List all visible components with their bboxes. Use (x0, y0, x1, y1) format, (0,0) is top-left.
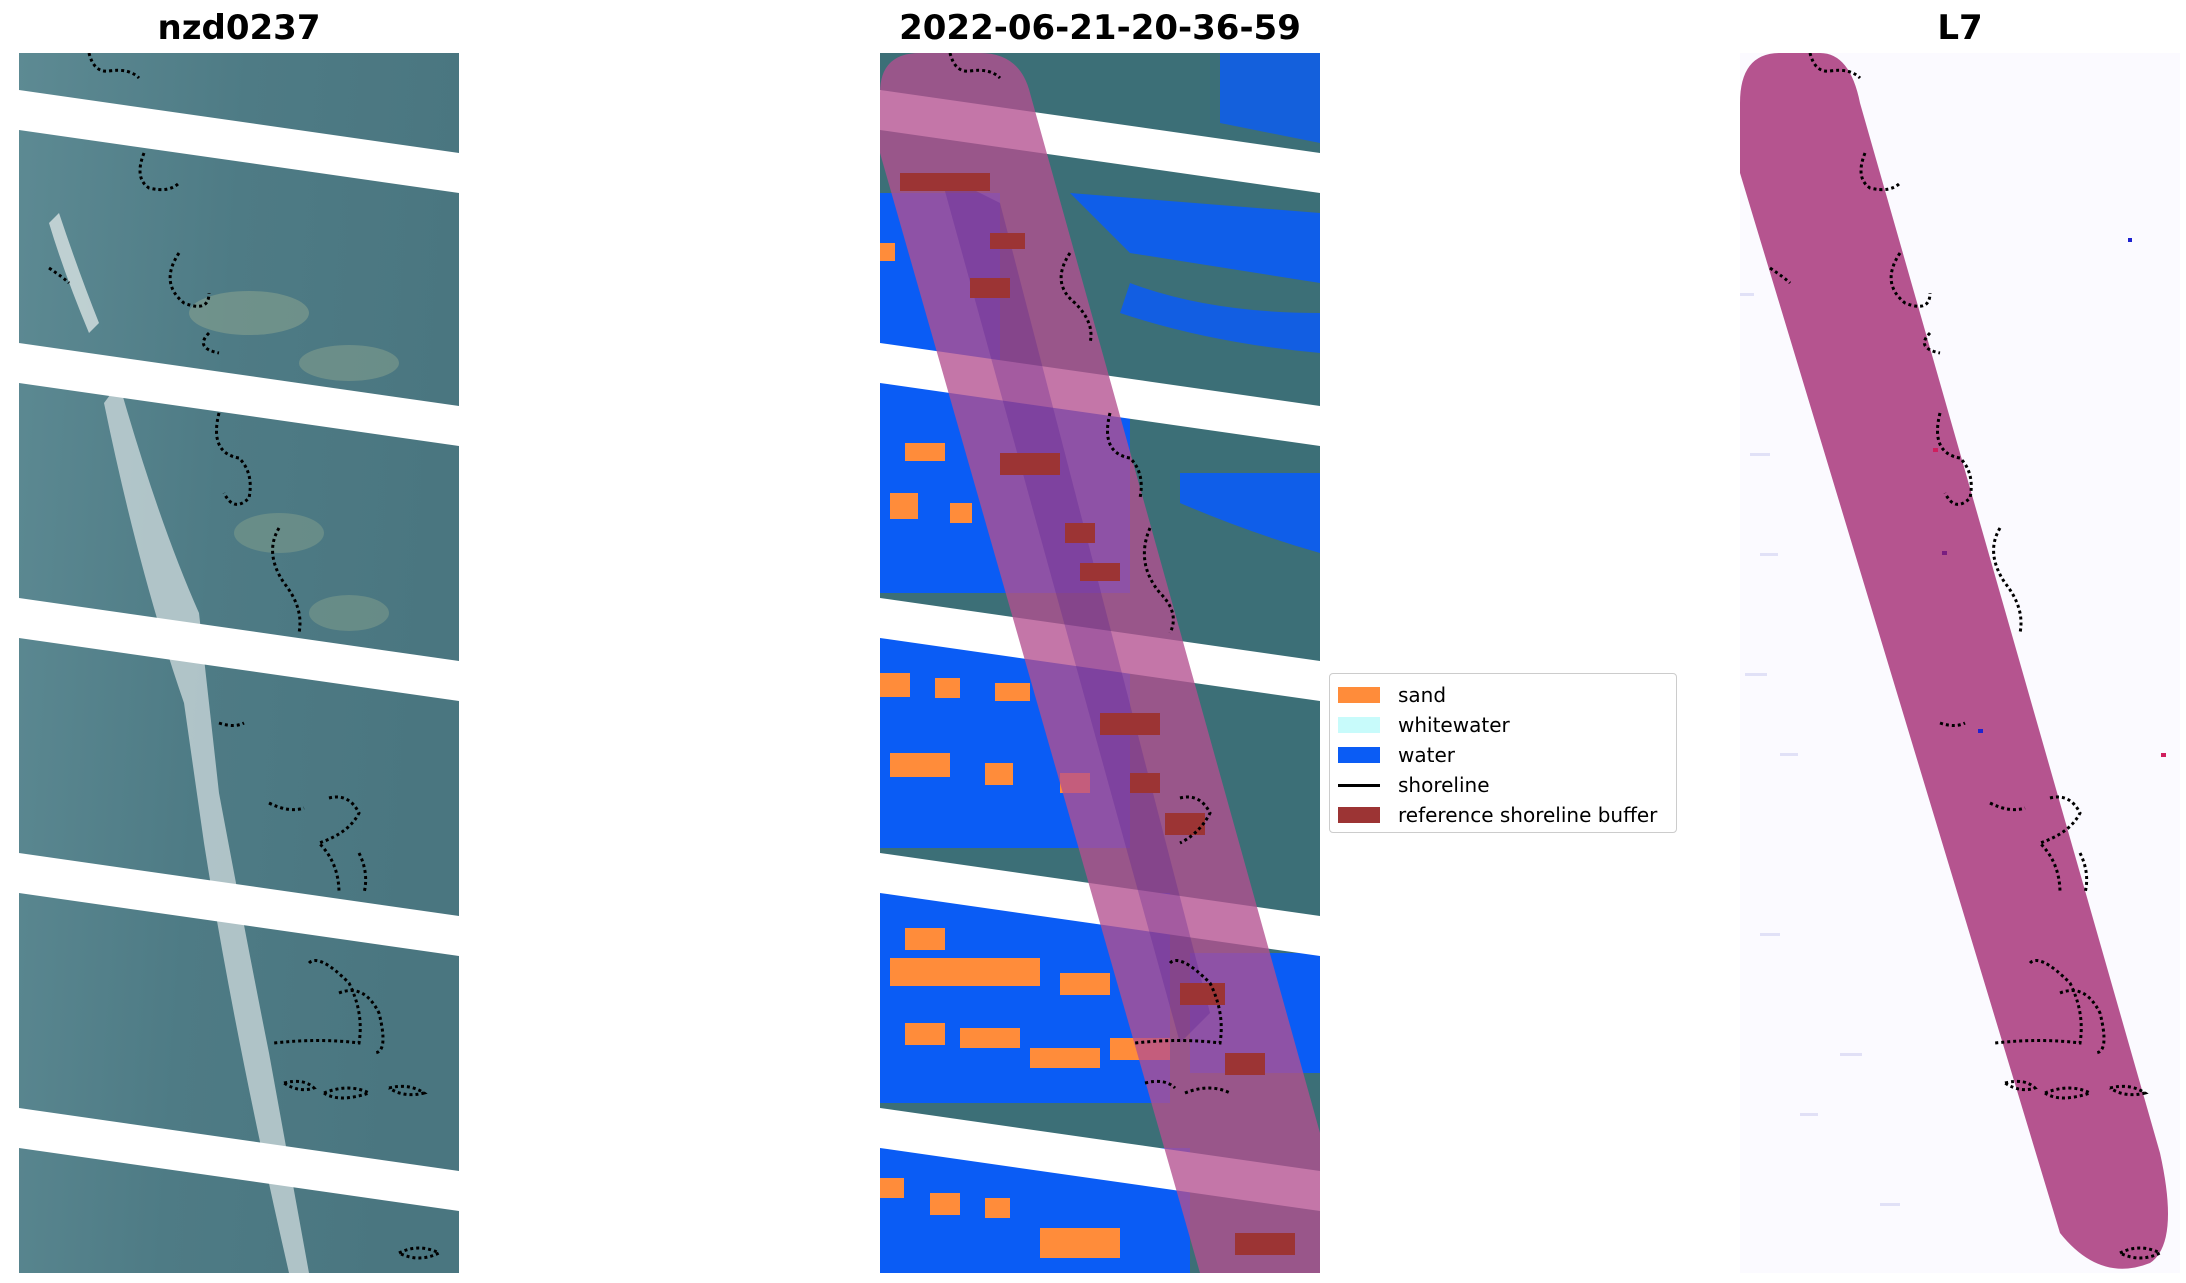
rgb-image (19, 53, 459, 1273)
rgb-image-panel (19, 53, 459, 1273)
classified-image-panel (880, 53, 1320, 1273)
legend-swatch-water (1338, 747, 1380, 763)
index-image (1740, 53, 2180, 1273)
legend-item-whitewater: whitewater (1338, 710, 1668, 740)
legend-swatch-reference-buffer (1338, 807, 1380, 823)
legend-label-whitewater: whitewater (1398, 713, 1510, 737)
legend-swatch-whitewater (1338, 717, 1380, 733)
legend-item-shoreline: shoreline (1338, 770, 1668, 800)
legend-label-reference-buffer: reference shoreline buffer (1398, 803, 1658, 827)
index-image-panel (1740, 53, 2180, 1273)
legend-item-water: water (1338, 740, 1668, 770)
legend: sand whitewater water shoreline referenc… (1329, 673, 1677, 833)
legend-swatch-shoreline (1338, 783, 1380, 787)
legend-item-sand: sand (1338, 680, 1668, 710)
legend-label-shoreline: shoreline (1398, 773, 1490, 797)
legend-item-reference-buffer: reference shoreline buffer (1338, 800, 1668, 830)
panel-title-mndwi: L7 (1937, 8, 1983, 48)
legend-label-sand: sand (1398, 683, 1447, 707)
panel-title-rgb: nzd0237 (157, 8, 321, 48)
panel-title-classified: 2022-06-21-20-36-59 (899, 8, 1301, 48)
legend-label-water: water (1398, 743, 1455, 767)
classified-image (880, 53, 1320, 1273)
legend-swatch-sand (1338, 687, 1380, 703)
